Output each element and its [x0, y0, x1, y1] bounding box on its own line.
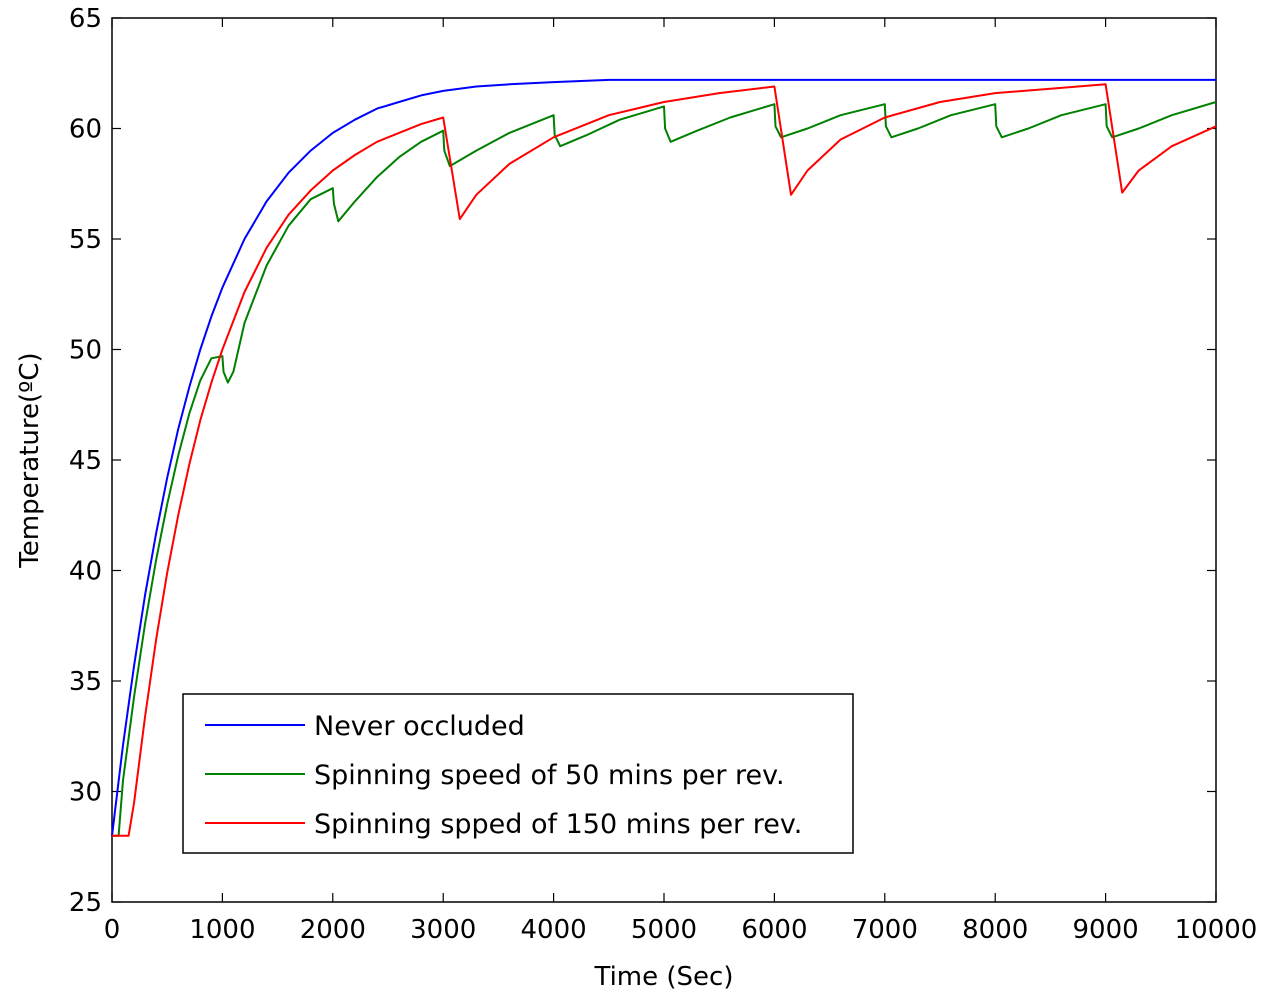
series-line-3	[112, 83, 1217, 837]
legend-label: Spinning spped of 150 mins per rev.	[314, 809, 802, 840]
series-line-1	[111, 78, 1216, 836]
x-tick-label: 8000	[962, 915, 1028, 945]
x-axis-ticks: 0 1000 2000 3000 4000 5000 6000 7000 8000 9000 100…	[104, 18, 1258, 945]
y-tick-label: 60	[69, 115, 102, 145]
x-axis-title: Time (Sec)	[594, 962, 734, 992]
x-tick-label: 3000	[410, 915, 476, 945]
legend-label: Never occluded	[314, 711, 525, 742]
y-tick-label: 55	[69, 225, 102, 255]
x-tick-label: 1000	[189, 915, 255, 945]
series-layer	[111, 78, 1217, 837]
x-tick-label: 6000	[741, 915, 807, 945]
y-tick-label: 35	[69, 667, 102, 697]
y-tick-label: 50	[69, 336, 102, 366]
y-tick-label: 30	[69, 778, 102, 808]
y-tick-label: 65	[69, 4, 102, 34]
y-tick-label: 45	[69, 446, 102, 476]
y-axis-ticks: 25 30 35 40 45 50 55 60 65	[69, 4, 1216, 918]
x-tick-label: 2000	[300, 915, 366, 945]
x-tick-label: 9000	[1073, 915, 1139, 945]
legend: Never occluded Spinning speed of 50 mins …	[182, 693, 854, 854]
x-tick-label: 7000	[852, 915, 918, 945]
x-tick-label: 10000	[1175, 915, 1258, 945]
x-tick-label: 0	[104, 915, 121, 945]
x-tick-label: 4000	[521, 915, 587, 945]
legend-label: Spinning speed of 50 mins per rev.	[314, 760, 785, 791]
y-tick-label: 40	[69, 557, 102, 587]
y-tick-label: 25	[69, 888, 102, 918]
x-tick-label: 5000	[631, 915, 697, 945]
series-line-2	[112, 101, 1217, 837]
y-axis-title: Temperature(ºC)	[15, 352, 45, 568]
